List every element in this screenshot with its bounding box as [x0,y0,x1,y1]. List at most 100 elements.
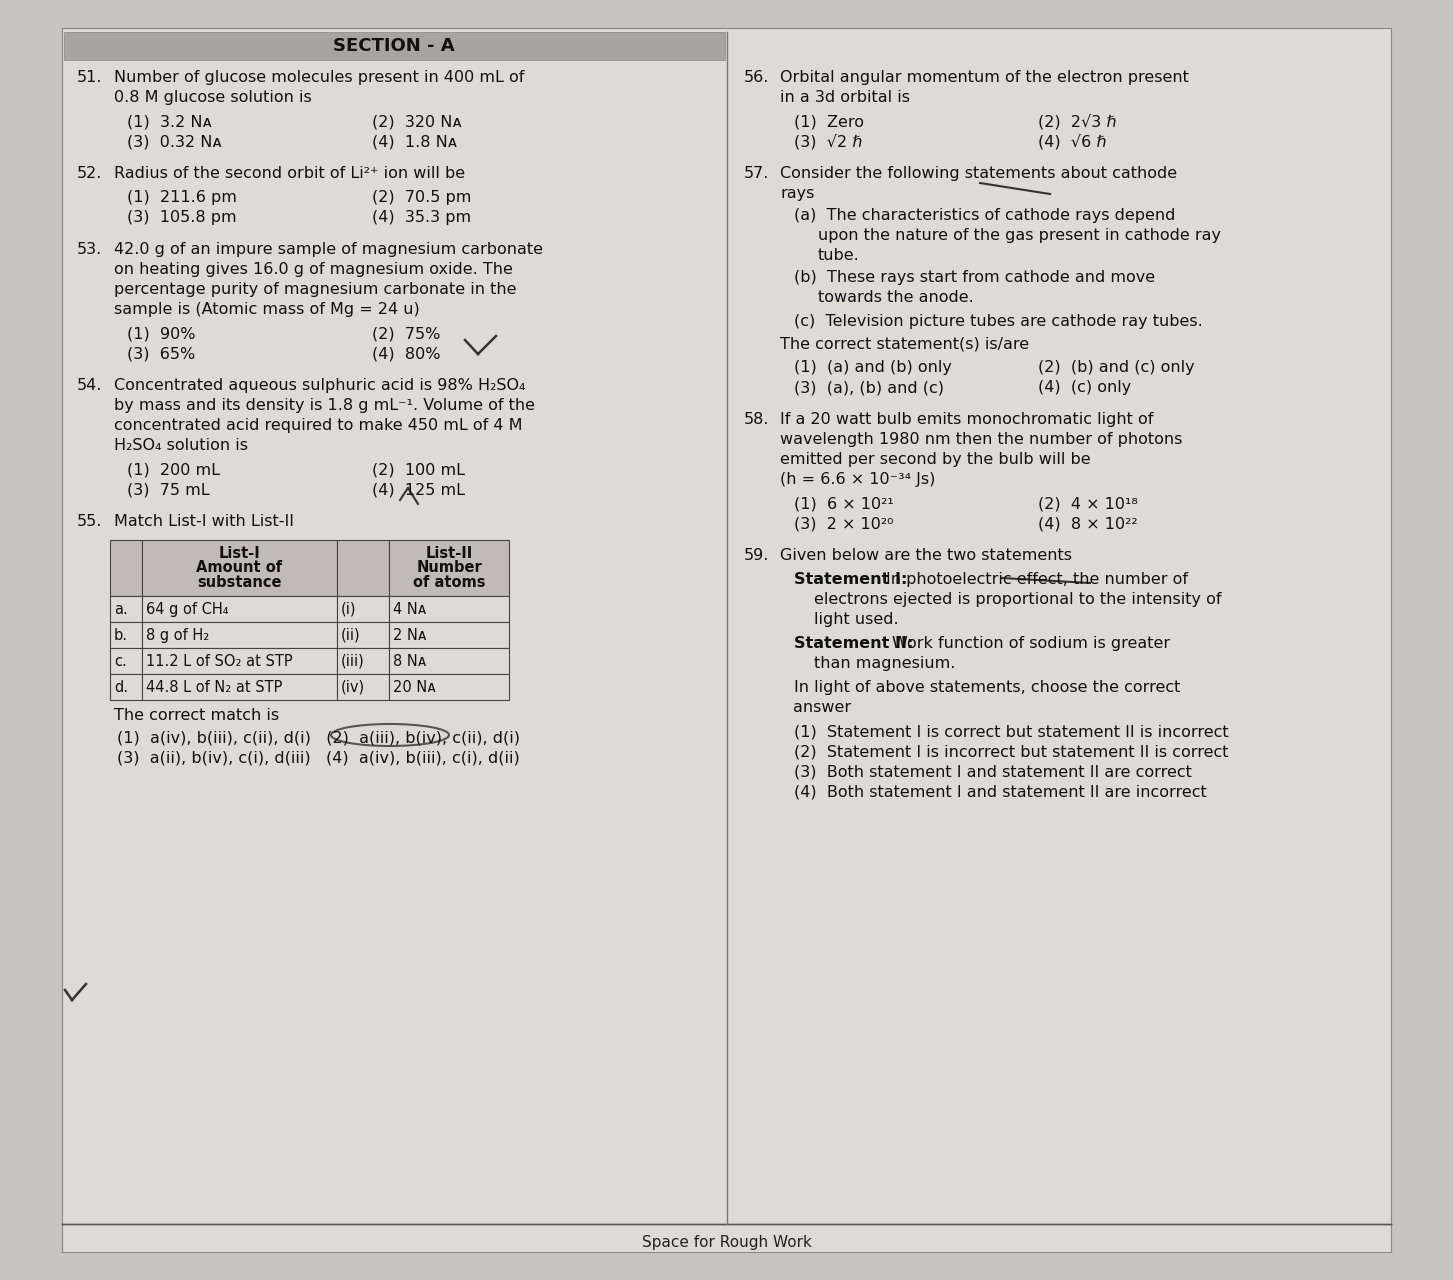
Text: (iii): (iii) [341,654,365,668]
Text: wavelength 1980 nm then the number of photons: wavelength 1980 nm then the number of ph… [780,433,1183,447]
Text: (4)  Both statement I and statement II are incorrect: (4) Both statement I and statement II ar… [793,783,1206,799]
Text: (1)  200 mL: (1) 200 mL [126,462,219,477]
Bar [142,596,337,622]
Text: In photoelectric effect, the number of: In photoelectric effect, the number of [885,572,1187,588]
Text: In light of above statements, choose the correct: In light of above statements, choose the… [793,680,1180,695]
Text: (3)  105.8 pm: (3) 105.8 pm [126,210,237,225]
Text: SECTION - A: SECTION - A [333,37,455,55]
Text: 59.: 59. [744,548,769,563]
Bar [389,622,509,648]
Text: (4)  1.8 Nᴀ: (4) 1.8 Nᴀ [372,134,458,148]
Text: (3)  Both statement I and statement II are correct: (3) Both statement I and statement II ar… [793,764,1191,780]
Text: 51.: 51. [77,70,103,84]
Text: Orbital angular momentum of the electron present: Orbital angular momentum of the electron… [780,70,1190,84]
Text: by mass and its density is 1.8 g mL⁻¹. Volume of the: by mass and its density is 1.8 g mL⁻¹. V… [113,398,535,413]
Text: (2)  2√3 ℏ: (2) 2√3 ℏ [1039,114,1117,129]
Text: Space for Rough Work: Space for Rough Work [642,1234,811,1249]
Text: (4)  35.3 pm: (4) 35.3 pm [372,210,471,225]
Text: tube.: tube. [818,248,859,262]
Text: (1)  3.2 Nᴀ: (1) 3.2 Nᴀ [126,114,212,129]
Text: Concentrated aqueous sulphuric acid is 98% H₂SO₄: Concentrated aqueous sulphuric acid is 9… [113,378,526,393]
Text: (i): (i) [341,602,356,617]
Text: (b)  These rays start from cathode and move: (b) These rays start from cathode and mo… [793,270,1155,285]
Text: 52.: 52. [77,166,102,180]
Text: 64 g of CH₄: 64 g of CH₄ [145,602,228,617]
Text: emitted per second by the bulb will be: emitted per second by the bulb will be [780,452,1091,467]
Text: b.: b. [113,627,128,643]
Bar [337,675,389,700]
Text: 44.8 L of N₂ at STP: 44.8 L of N₂ at STP [145,680,282,695]
Bar [110,622,142,648]
Text: sample is (Atomic mass of Mg = 24 u): sample is (Atomic mass of Mg = 24 u) [113,302,420,317]
Text: List-I: List-I [218,547,260,561]
Text: Radius of the second orbit of Li²⁺ ion will be: Radius of the second orbit of Li²⁺ ion w… [113,166,465,180]
Bar [142,540,337,596]
Text: List-II: List-II [426,547,472,561]
Text: 2 Nᴀ: 2 Nᴀ [392,627,427,643]
Text: (1)  211.6 pm: (1) 211.6 pm [126,189,237,205]
Bar [389,675,509,700]
Text: electrons ejected is proportional to the intensity of: electrons ejected is proportional to the… [814,591,1221,607]
Text: (4)  8 × 10²²: (4) 8 × 10²² [1039,516,1138,531]
Text: a.: a. [113,602,128,617]
Text: substance: substance [198,575,282,590]
Text: Work function of sodium is greater: Work function of sodium is greater [892,636,1171,652]
Text: (4)  125 mL: (4) 125 mL [372,483,465,497]
Text: light used.: light used. [814,612,898,627]
Text: Statement II:: Statement II: [793,636,912,652]
Text: 56.: 56. [744,70,769,84]
Bar [337,540,389,596]
Text: (2)  Statement I is incorrect but statement II is correct: (2) Statement I is incorrect but stateme… [793,744,1228,759]
Text: answer: answer [793,700,851,716]
Bar [337,622,389,648]
Text: (h = 6.6 × 10⁻³⁴ Js): (h = 6.6 × 10⁻³⁴ Js) [780,472,936,486]
Text: Statement I:: Statement I: [793,572,907,588]
Text: of atoms: of atoms [413,575,485,590]
Text: (1)  a(iv), b(iii), c(ii), d(i)   (2)  a(iii), b(iv), c(ii), d(i): (1) a(iv), b(iii), c(ii), d(i) (2) a(iii… [118,730,520,745]
Text: 8 Nᴀ: 8 Nᴀ [392,654,426,668]
Text: rays: rays [780,186,815,201]
Text: (3)  √2 ℏ: (3) √2 ℏ [793,134,862,150]
Text: (2)  70.5 pm: (2) 70.5 pm [372,189,471,205]
Text: (1)  6 × 10²¹: (1) 6 × 10²¹ [793,497,894,511]
Text: Number: Number [416,561,482,575]
Text: (4)  √6 ℏ: (4) √6 ℏ [1039,134,1107,150]
Text: (1)  (a) and (b) only: (1) (a) and (b) only [793,360,952,375]
Bar [389,540,509,596]
Text: H₂SO₄ solution is: H₂SO₄ solution is [113,438,248,453]
Bar [110,540,142,596]
Bar [337,596,389,622]
Bar [110,596,142,622]
Text: 53.: 53. [77,242,102,257]
Text: on heating gives 16.0 g of magnesium oxide. The: on heating gives 16.0 g of magnesium oxi… [113,262,513,276]
Bar [389,596,509,622]
Bar [337,648,389,675]
Text: 55.: 55. [77,515,102,529]
Bar [389,648,509,675]
Text: (4)  80%: (4) 80% [372,346,440,361]
Text: (2)  75%: (2) 75% [372,326,440,340]
Text: Number of glucose molecules present in 400 mL of: Number of glucose molecules present in 4… [113,70,525,84]
Text: (4)  (c) only: (4) (c) only [1039,380,1132,396]
Text: 58.: 58. [744,412,769,428]
Text: (c)  Television picture tubes are cathode ray tubes.: (c) Television picture tubes are cathode… [793,314,1202,329]
Bar [110,648,142,675]
Text: The correct match is: The correct match is [113,708,279,723]
Text: (ii): (ii) [341,627,360,643]
Bar [64,32,725,60]
Text: (1)  90%: (1) 90% [126,326,196,340]
Text: (3)  0.32 Nᴀ: (3) 0.32 Nᴀ [126,134,222,148]
Text: 0.8 M glucose solution is: 0.8 M glucose solution is [113,90,312,105]
Text: Consider the following statements about cathode: Consider the following statements about … [780,166,1177,180]
Text: (2)  320 Nᴀ: (2) 320 Nᴀ [372,114,462,129]
Bar [142,648,337,675]
Text: (3)  2 × 10²⁰: (3) 2 × 10²⁰ [793,516,894,531]
Text: (3)  75 mL: (3) 75 mL [126,483,209,497]
Text: c.: c. [113,654,126,668]
Text: 54.: 54. [77,378,102,393]
Text: (2)  100 mL: (2) 100 mL [372,462,465,477]
Bar [110,675,142,700]
Text: Match List-I with List-II: Match List-I with List-II [113,515,294,529]
Text: percentage purity of magnesium carbonate in the: percentage purity of magnesium carbonate… [113,282,516,297]
Text: d.: d. [113,680,128,695]
